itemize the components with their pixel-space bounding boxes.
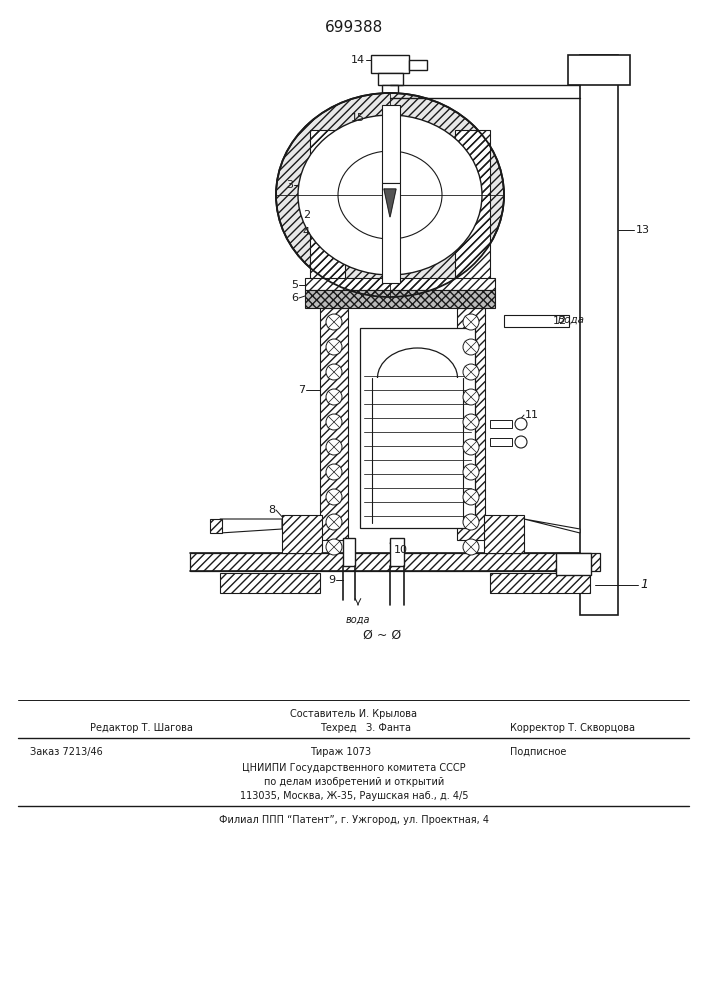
Text: 8: 8: [268, 505, 275, 515]
Bar: [455, 130, 490, 280]
Circle shape: [326, 414, 342, 430]
Text: 9: 9: [328, 575, 335, 585]
Text: 7: 7: [298, 385, 305, 395]
Text: вода: вода: [346, 615, 370, 625]
Bar: [282, 515, 322, 553]
Text: 10: 10: [394, 545, 408, 555]
Text: 1: 1: [640, 578, 648, 591]
Bar: [580, 55, 618, 615]
Circle shape: [326, 489, 342, 505]
Text: 11: 11: [525, 410, 539, 420]
Bar: [490, 420, 512, 428]
Circle shape: [326, 514, 342, 530]
Text: 14: 14: [351, 55, 365, 65]
Bar: [210, 519, 222, 533]
Text: Ø ~ Ø: Ø ~ Ø: [363, 629, 402, 642]
Bar: [390, 538, 404, 566]
Bar: [504, 315, 569, 327]
Bar: [484, 515, 524, 553]
Text: по делам изобретений и открытий: по делам изобретений и открытий: [264, 777, 444, 787]
Text: Редактор Т. Шагова: Редактор Т. Шагова: [90, 723, 193, 733]
Text: 2: 2: [303, 210, 310, 220]
Text: Вода: Вода: [558, 315, 585, 325]
Text: 13: 13: [636, 225, 650, 235]
Circle shape: [463, 464, 479, 480]
Circle shape: [326, 314, 342, 330]
Circle shape: [326, 364, 342, 380]
Bar: [490, 573, 590, 593]
Bar: [382, 105, 400, 183]
Bar: [220, 573, 320, 593]
Text: 699388: 699388: [325, 20, 383, 35]
Text: Техред   З. Фанта: Техред З. Фанта: [320, 723, 411, 733]
Bar: [371, 55, 409, 73]
Bar: [310, 130, 345, 280]
Bar: [305, 278, 495, 290]
Circle shape: [326, 339, 342, 355]
Bar: [343, 538, 355, 566]
Circle shape: [463, 539, 479, 555]
Ellipse shape: [298, 115, 482, 275]
Text: 12: 12: [553, 316, 567, 326]
Circle shape: [463, 439, 479, 455]
Polygon shape: [384, 189, 396, 217]
Bar: [360, 328, 475, 528]
Bar: [382, 183, 400, 283]
Bar: [409, 60, 427, 70]
Circle shape: [463, 364, 479, 380]
Text: 113035, Москва, Ж-35, Раушская наб., д. 4/5: 113035, Москва, Ж-35, Раушская наб., д. …: [240, 791, 468, 801]
Text: Заказ 7213/46: Заказ 7213/46: [30, 747, 103, 757]
Text: 15: 15: [351, 113, 365, 123]
Ellipse shape: [338, 151, 442, 239]
Circle shape: [326, 389, 342, 405]
Bar: [378, 73, 403, 85]
Bar: [490, 438, 512, 446]
Polygon shape: [524, 519, 580, 533]
Circle shape: [326, 539, 342, 555]
Ellipse shape: [276, 93, 504, 297]
Circle shape: [463, 489, 479, 505]
Circle shape: [515, 418, 527, 430]
Bar: [568, 55, 630, 85]
Bar: [320, 308, 348, 540]
Circle shape: [463, 314, 479, 330]
Text: 5: 5: [291, 280, 298, 290]
Bar: [190, 553, 600, 571]
Circle shape: [463, 514, 479, 530]
Text: 3: 3: [286, 180, 293, 190]
Circle shape: [515, 436, 527, 448]
Text: 6: 6: [291, 293, 298, 303]
Circle shape: [463, 414, 479, 430]
Bar: [305, 290, 495, 308]
Text: Филиал ППП “Патент”, г. Ужгород, ул. Проектная, 4: Филиал ППП “Патент”, г. Ужгород, ул. Про…: [219, 815, 489, 825]
Circle shape: [326, 439, 342, 455]
Text: ЦНИИПИ Государственного комитета СССР: ЦНИИПИ Государственного комитета СССР: [243, 763, 466, 773]
Polygon shape: [220, 519, 282, 533]
Bar: [382, 85, 398, 105]
Bar: [457, 308, 485, 540]
Circle shape: [463, 389, 479, 405]
Text: Тираж 1073: Тираж 1073: [310, 747, 371, 757]
Text: Составитель И. Крылова: Составитель И. Крылова: [291, 709, 418, 719]
Bar: [556, 553, 591, 575]
Text: Корректор Т. Скворцова: Корректор Т. Скворцова: [510, 723, 635, 733]
Circle shape: [326, 464, 342, 480]
Text: 4: 4: [303, 227, 310, 237]
Text: Подписное: Подписное: [510, 747, 566, 757]
Circle shape: [463, 339, 479, 355]
